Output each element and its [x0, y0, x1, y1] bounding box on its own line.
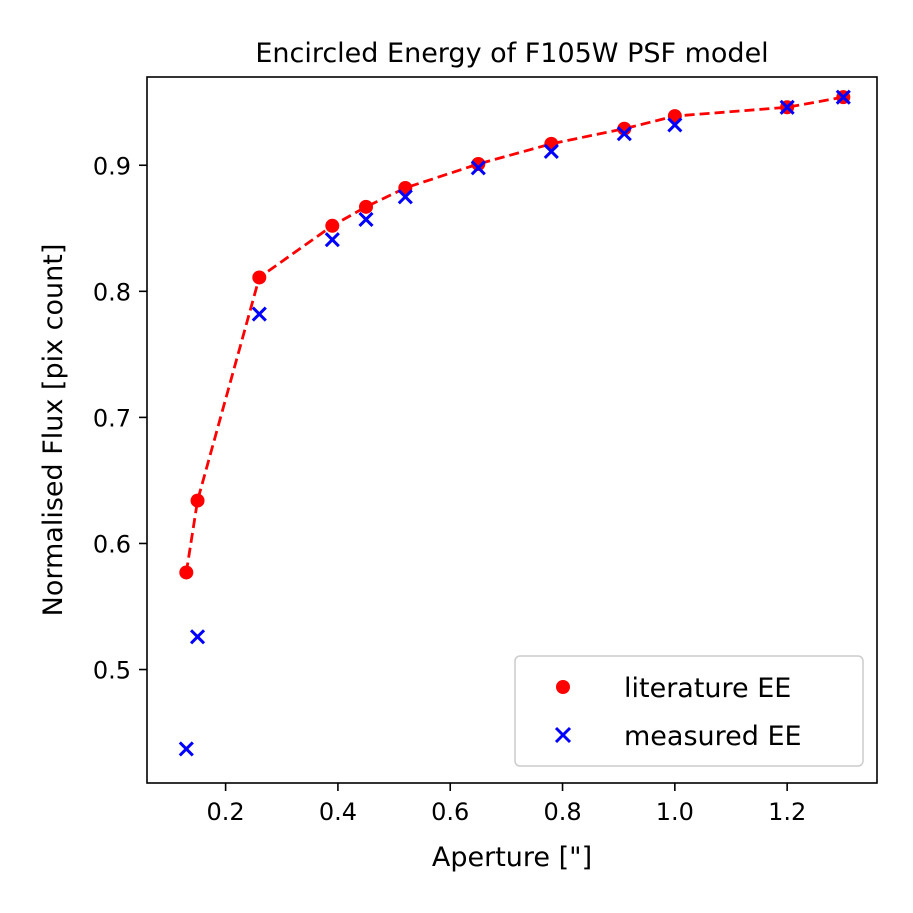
x-tick-label: 1.0 [656, 798, 694, 826]
plot-frame [146, 76, 878, 784]
x-tick-label: 0.2 [207, 798, 245, 826]
data-point-x [543, 143, 559, 159]
data-point-circle [190, 493, 205, 508]
x-tick-label: 0.4 [319, 798, 357, 826]
data-point-circle [179, 565, 194, 580]
legend: literature EE measured EE [514, 655, 864, 767]
y-tick-label: 0.5 [93, 657, 131, 685]
legend-box [514, 655, 864, 767]
x-axis-ticks: 0.2 0.4 0.6 0.8 1.0 1.2 [207, 783, 806, 826]
y-tick-label: 0.9 [93, 152, 131, 180]
legend-literature-label: literature EE [624, 673, 791, 704]
x-axis-label: Aperture ["] [432, 842, 592, 873]
data-point-x [397, 189, 413, 205]
data-point-x [779, 99, 795, 115]
data-point-circle [544, 136, 559, 151]
data-point-x [616, 126, 632, 142]
data-point-x [835, 89, 851, 105]
data-point-circle [252, 270, 267, 285]
legend-measured-label: measured EE [624, 721, 802, 752]
data-point-x [178, 741, 194, 757]
series-line [184, 95, 844, 573]
data-point-x [324, 232, 340, 248]
data-point-x [358, 211, 374, 228]
series-layer [178, 89, 851, 757]
x-tick-label: 0.6 [431, 798, 469, 826]
chart-title: Encircled Energy of F105W PSF model [255, 38, 768, 69]
y-axis-label: Normalised Flux [pix count] [38, 244, 69, 617]
series-measured-ee [178, 89, 851, 757]
y-tick-label: 0.6 [93, 530, 131, 558]
data-point-x [189, 629, 206, 645]
x-tick-label: 1.2 [768, 798, 806, 826]
data-point-x [251, 306, 267, 322]
data-point-circle [359, 199, 373, 214]
x-tick-label: 0.8 [543, 798, 581, 826]
y-tick-label: 0.8 [93, 278, 131, 306]
data-point-circle [471, 156, 486, 171]
legend-literature-marker [556, 680, 570, 694]
y-tick-label: 0.7 [93, 404, 131, 432]
data-point-x [470, 160, 486, 176]
legend-measured-marker [554, 726, 572, 744]
data-point-circle [325, 218, 340, 233]
y-axis-ticks: 0.5 0.6 0.7 0.8 0.9 [93, 152, 147, 685]
data-point-x [667, 117, 683, 133]
